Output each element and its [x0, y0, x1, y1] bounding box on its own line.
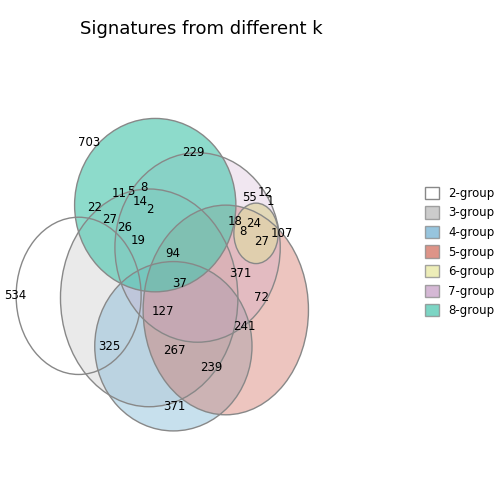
- Text: 325: 325: [98, 340, 120, 353]
- Text: 2: 2: [146, 204, 154, 216]
- Text: 26: 26: [117, 221, 132, 234]
- Text: 19: 19: [131, 234, 146, 247]
- Text: 37: 37: [172, 277, 187, 290]
- Text: 27: 27: [102, 213, 117, 226]
- Text: 12: 12: [258, 186, 273, 199]
- Text: 229: 229: [182, 146, 205, 159]
- Text: 72: 72: [254, 291, 269, 304]
- Ellipse shape: [234, 203, 278, 264]
- Text: 94: 94: [165, 247, 180, 260]
- Text: 371: 371: [163, 400, 185, 413]
- Text: 1: 1: [267, 196, 274, 208]
- Text: 11: 11: [111, 187, 127, 200]
- Text: 371: 371: [229, 267, 251, 280]
- Text: 239: 239: [201, 361, 223, 373]
- Ellipse shape: [75, 118, 236, 292]
- Text: 22: 22: [87, 201, 102, 214]
- Text: Signatures from different k: Signatures from different k: [80, 20, 323, 38]
- Text: 241: 241: [233, 320, 255, 333]
- Text: 267: 267: [163, 344, 185, 357]
- Text: 18: 18: [227, 215, 242, 228]
- Text: 534: 534: [4, 289, 26, 302]
- Text: 703: 703: [78, 136, 100, 149]
- Text: 5: 5: [128, 184, 135, 198]
- Text: 14: 14: [133, 196, 148, 208]
- Text: 27: 27: [254, 235, 269, 248]
- Text: 55: 55: [242, 191, 258, 204]
- Text: 127: 127: [152, 305, 174, 319]
- Ellipse shape: [60, 189, 238, 407]
- Text: 24: 24: [246, 217, 261, 230]
- Ellipse shape: [115, 153, 280, 342]
- Text: 8: 8: [239, 225, 247, 238]
- Text: 8: 8: [141, 181, 148, 194]
- Ellipse shape: [95, 262, 252, 431]
- Legend: 2-group, 3-group, 4-group, 5-group, 6-group, 7-group, 8-group: 2-group, 3-group, 4-group, 5-group, 6-gr…: [421, 183, 498, 321]
- Ellipse shape: [143, 205, 308, 415]
- Text: 107: 107: [271, 227, 293, 240]
